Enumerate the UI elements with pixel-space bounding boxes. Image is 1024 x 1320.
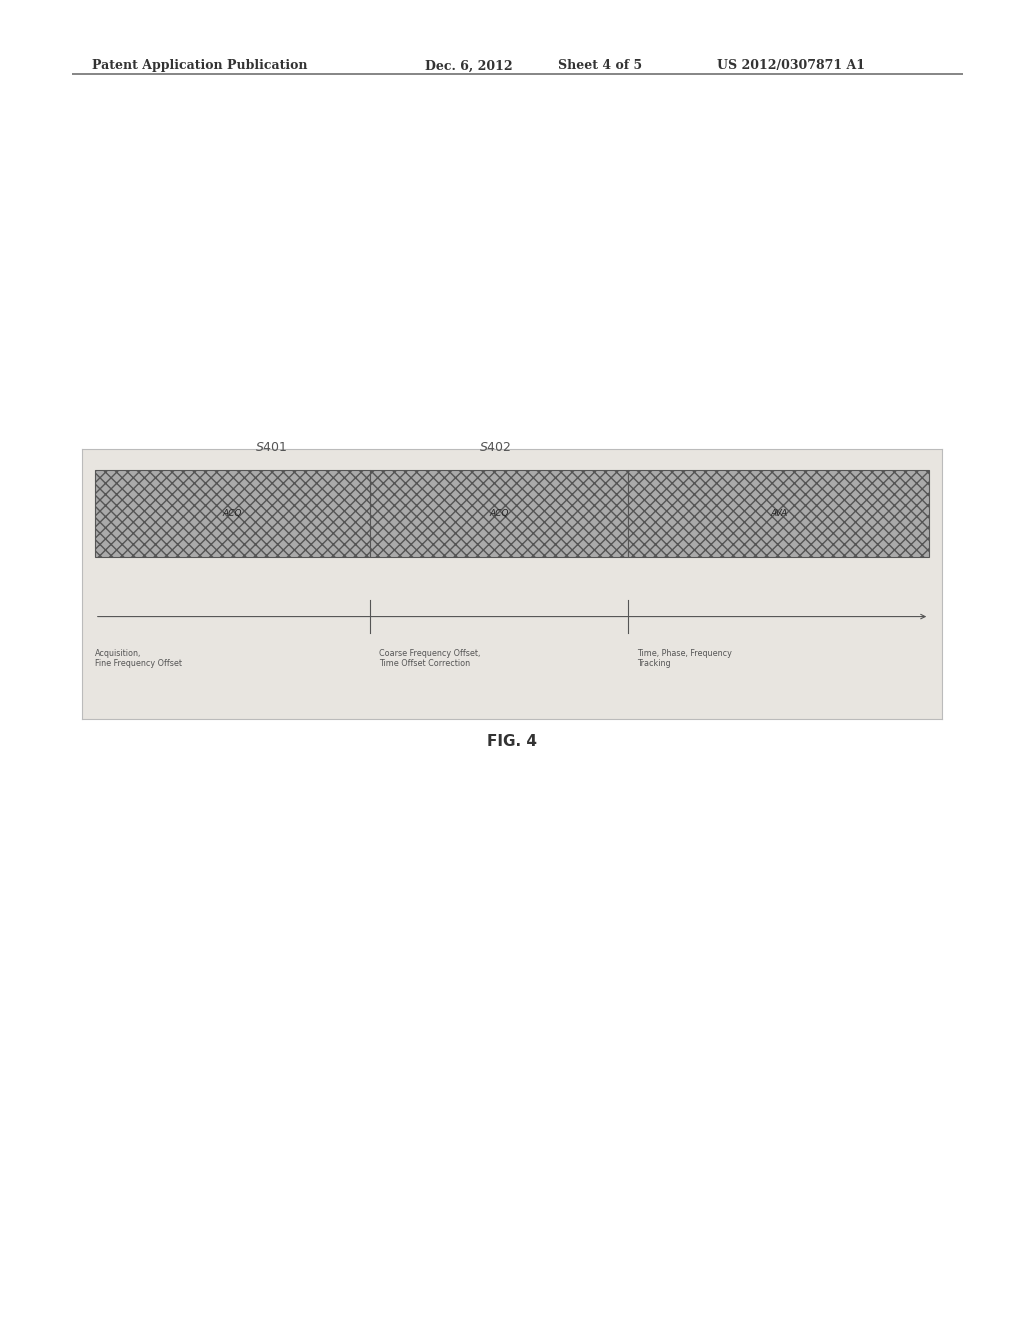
Bar	[95, 470, 370, 557]
Text: Coarse Frequency Offset,
Time Offset Correction: Coarse Frequency Offset, Time Offset Cor…	[379, 649, 480, 668]
Text: AVA: AVA	[770, 510, 787, 519]
Text: Sheet 4 of 5: Sheet 4 of 5	[558, 59, 642, 73]
Text: ACQ: ACQ	[222, 510, 243, 519]
Text: Acquisition,
Fine Frequency Offset: Acquisition, Fine Frequency Offset	[95, 649, 182, 668]
Text: $\it{S}$401: $\it{S}$401	[255, 441, 288, 454]
Text: Time, Phase, Frequency
Tracking: Time, Phase, Frequency Tracking	[637, 649, 731, 668]
Text: FIG. 4: FIG. 4	[487, 734, 537, 748]
Bar	[628, 470, 929, 557]
Text: ACQ: ACQ	[489, 510, 509, 519]
Text: $\it{S}$402: $\it{S}$402	[478, 441, 511, 454]
Text: Dec. 6, 2012: Dec. 6, 2012	[425, 59, 513, 73]
Text: US 2012/0307871 A1: US 2012/0307871 A1	[717, 59, 865, 73]
Text: Patent Application Publication: Patent Application Publication	[92, 59, 307, 73]
Bar	[370, 470, 628, 557]
